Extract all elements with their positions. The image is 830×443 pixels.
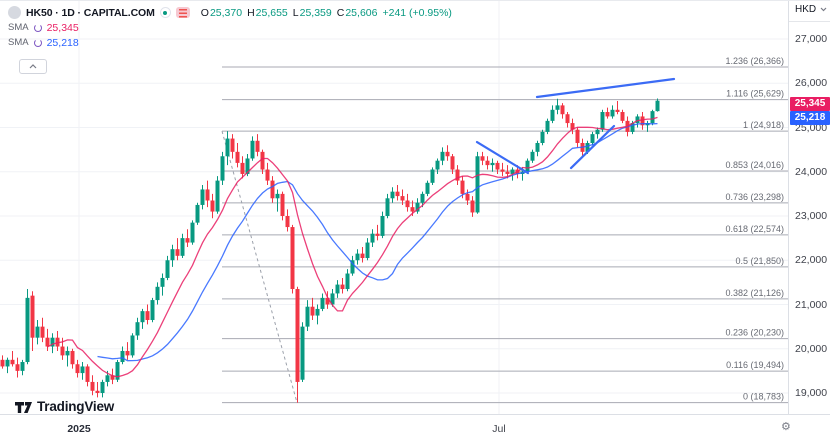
fib-level-label: 0.736 (23,298)	[725, 192, 784, 202]
sma-slow-line	[97, 122, 658, 362]
fib-retracement: 1.236 (26,366) 1.116 (25,629) 1 (24,918) 0.…	[221, 56, 788, 404]
fib-level-label: 0.5 (21,850)	[735, 256, 784, 266]
fib-level-label: 0.382 (21,126)	[725, 288, 784, 298]
settings-gear-icon[interactable]: ⚙	[781, 421, 791, 433]
price-tick-label: 23,000	[795, 210, 828, 222]
fib-level-label: 0.618 (22,574)	[725, 224, 784, 234]
tradingview-logo-icon	[15, 401, 32, 413]
indicator-loader-icon	[33, 23, 42, 32]
change-value: +241 (+0.95%)	[382, 6, 452, 19]
fib-level-label: 1 (24,918)	[743, 120, 784, 130]
chart-legend: HK50 · 1D · CAPITAL.COM O25,370 H25,655 …	[8, 5, 452, 50]
axis-separator	[789, 21, 830, 22]
symbol-row: HK50 · 1D · CAPITAL.COM O25,370 H25,655 …	[8, 5, 452, 20]
chevron-up-icon	[29, 64, 37, 69]
trend-line	[569, 124, 616, 170]
price-tick-label: 22,000	[795, 254, 828, 267]
price-tick-label: 27,000	[795, 33, 828, 45]
fib-baseline-dashed	[221, 130, 298, 403]
sma-price-badge: 25,345	[790, 96, 830, 111]
time-tick-label: Jul	[492, 423, 506, 435]
indicator-loader-icon	[33, 38, 42, 47]
flagged-list-icon[interactable]	[175, 7, 190, 18]
fib-level-label: 1.116 (25,629)	[726, 89, 784, 99]
sma-price-badge: 25,218	[790, 110, 830, 125]
price-axis[interactable]: HKD 27,000 26,000 25,000 24,000 23,000 22,000…	[788, 1, 830, 414]
market-status-icon[interactable]	[159, 7, 171, 18]
trend-line	[535, 77, 676, 99]
low-value: L25,359	[292, 6, 332, 19]
indicator-value: 25,345	[46, 21, 79, 34]
ohlc-values: O25,370 H25,655 L25,359 C25,606 +241 (+0…	[201, 7, 452, 19]
time-axis[interactable]: ⚙ 2025 Jul	[0, 414, 830, 443]
candlestick-chart[interactable]: 1.236 (26,366) 1.116 (25,629) 1 (24,918) 0.…	[0, 1, 788, 414]
price-tick-label: 26,000	[795, 77, 828, 90]
trend-lines	[475, 77, 676, 175]
high-value: H25,655	[247, 6, 288, 19]
fib-level-label: 0.236 (20,230)	[725, 328, 784, 338]
fib-level-label: 0.116 (19,494)	[726, 360, 784, 370]
tradingview-logo[interactable]: TradingView	[15, 399, 114, 414]
fib-level-label: 0.853 (24,016)	[725, 160, 784, 170]
symbol-title[interactable]: HK50 · 1D · CAPITAL.COM	[26, 6, 155, 19]
indicator-row-sma-fast[interactable]: SMA 25,345	[8, 20, 452, 35]
fib-level-label: 1.236 (26,366)	[725, 56, 784, 66]
trend-line	[475, 140, 530, 175]
indicator-name: SMA	[8, 22, 29, 33]
price-tick-label: 24,000	[795, 165, 828, 178]
close-value: C25,606	[336, 6, 378, 19]
symbol-logo-icon[interactable]	[8, 6, 21, 19]
fib-level-label: 0 (18,783)	[743, 392, 784, 402]
indicator-value: 25,218	[46, 36, 79, 49]
indicator-name: SMA	[8, 37, 29, 48]
price-tick-label: 19,000	[795, 387, 828, 399]
open-value: O25,370	[200, 6, 243, 19]
grid-lines	[0, 1, 788, 414]
currency-label: HKD	[795, 4, 817, 15]
collapse-indicators-button[interactable]	[19, 59, 47, 74]
price-tick-label: 21,000	[795, 298, 828, 311]
tradingview-logo-text: TradingView	[37, 399, 115, 414]
chevron-down-icon[interactable]	[820, 7, 827, 12]
indicator-row-sma-slow[interactable]: SMA 25,218	[8, 35, 452, 50]
time-tick-label: 2025	[67, 423, 91, 435]
price-tick-label: 20,000	[795, 342, 828, 355]
sma-fast-line	[47, 116, 658, 378]
